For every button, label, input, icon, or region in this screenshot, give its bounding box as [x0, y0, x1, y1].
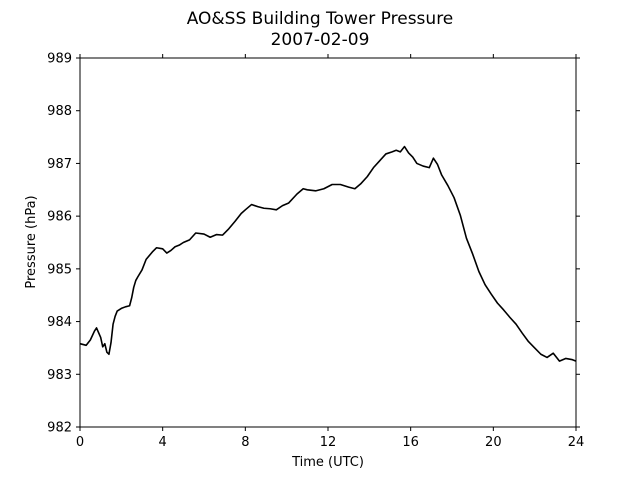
y-tick-label: 984: [47, 315, 72, 330]
tick-labels: 0 4 8 12 16 20 24 982 983 984 985 986 987 988 989: [47, 52, 584, 451]
x-axis-label: Time (UTC): [291, 455, 364, 470]
y-tick-label: 987: [47, 157, 72, 172]
y-axis-label: Pressure (hPa): [24, 195, 39, 288]
y-tick-label: 982: [47, 421, 72, 436]
chart-subtitle: 2007-02-09: [271, 30, 370, 50]
plot-frame: [79, 57, 577, 428]
chart-title: AO&SS Building Tower Pressure: [187, 9, 454, 29]
y-tick-label: 983: [47, 368, 72, 383]
y-tick-label: 989: [47, 52, 72, 67]
x-tick-label: 8: [241, 435, 249, 450]
pressure-series-line: [79, 145, 577, 362]
y-tick-label: 988: [47, 104, 72, 119]
y-tick-label: 985: [47, 262, 72, 277]
x-tick-label: 16: [402, 435, 419, 450]
x-tick-label: 4: [159, 435, 167, 450]
x-tick-label: 24: [568, 435, 585, 450]
x-tick-label: 20: [485, 435, 502, 450]
y-tick-label: 986: [47, 210, 72, 225]
x-tick-label: 12: [320, 435, 337, 450]
x-tick-label: 0: [76, 435, 84, 450]
axis-ticks: [76, 54, 580, 431]
